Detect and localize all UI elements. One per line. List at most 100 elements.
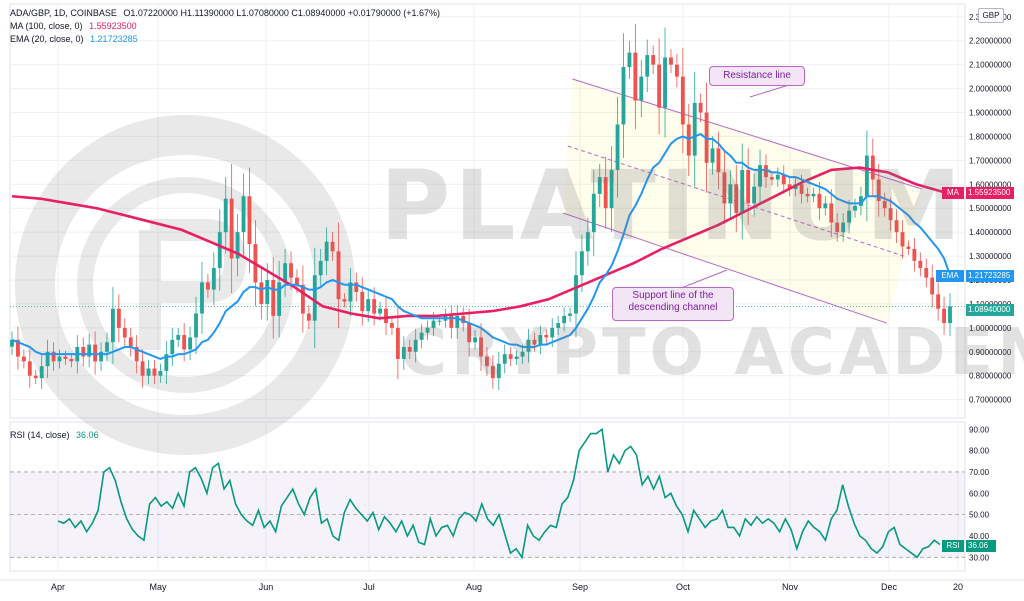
candle-body: [716, 148, 721, 173]
candle-body: [764, 165, 768, 178]
candle-body: [205, 282, 210, 290]
candle-body: [550, 327, 555, 338]
ema-tag-name: EMA: [936, 270, 964, 282]
price-tick-label: 2.20000000: [969, 37, 1012, 46]
candle-body: [591, 193, 596, 233]
candle-body: [597, 177, 602, 194]
time-tick-label: 20: [953, 582, 963, 592]
candle-body: [295, 277, 299, 285]
candle-body: [128, 337, 133, 347]
time-tick-label: Dec: [881, 582, 898, 592]
time-tick-label: May: [149, 582, 167, 592]
candle-body: [431, 320, 436, 328]
watermark-title: PLATINUM: [380, 150, 966, 262]
candle-body: [799, 184, 804, 194]
candle-body: [182, 335, 187, 350]
candle-body: [859, 196, 863, 206]
rsi-layer: [57, 427, 941, 560]
candle-body: [568, 313, 572, 316]
candle-body: [401, 347, 406, 359]
time-tick-label: Sep: [572, 582, 588, 592]
candle-body: [110, 308, 115, 343]
support-line-callout-line1: Support line of the: [632, 290, 714, 301]
candle-body: [134, 347, 139, 362]
candle-body: [752, 186, 757, 204]
candle-body: [621, 67, 626, 125]
candle-body: [289, 263, 293, 278]
price-pane: [9, 3, 966, 419]
price-tick-label: 0.80000000: [969, 372, 1012, 381]
candle-body: [769, 177, 774, 180]
last-price-tag: 1.08940000: [966, 304, 1014, 316]
candle-body: [538, 335, 543, 345]
currency-button[interactable]: GBP: [978, 8, 1004, 23]
ma-legend[interactable]: MA (100, close, 0) 1.55923500: [10, 21, 141, 31]
candle-body: [651, 55, 656, 65]
resistance-line: [572, 78, 923, 190]
candle-body: [99, 351, 103, 362]
candle-body: [384, 308, 388, 324]
ema-legend-value: 1.21723285: [90, 34, 138, 44]
candle-body: [669, 57, 673, 65]
rsi-tick-label: 90.00: [969, 425, 990, 434]
candle-body: [372, 299, 377, 314]
candle-body: [473, 337, 477, 343]
candle-body: [918, 260, 923, 269]
price-tick-label: 1.30000000: [969, 252, 1012, 261]
candle-body: [864, 155, 869, 197]
candle-body: [882, 201, 887, 209]
candle-body: [758, 165, 762, 187]
support-callout-pointer: [675, 269, 728, 291]
candle-body: [574, 275, 578, 314]
candle-body: [657, 64, 662, 108]
ema-layer: [11, 132, 951, 361]
candle-body: [152, 368, 157, 376]
candle-body: [461, 315, 466, 324]
candle-body: [360, 291, 365, 312]
price-tick-label: 1.90000000: [969, 109, 1012, 118]
candle-body: [336, 251, 341, 300]
rsi-tick-label: 30.00: [969, 553, 990, 562]
support-line-callout-line2: descending channel: [628, 302, 718, 313]
candle-body: [105, 342, 109, 352]
candle-body: [158, 370, 163, 376]
candle-body: [324, 241, 329, 261]
candle-body: [645, 55, 650, 77]
candle-body: [21, 356, 26, 362]
candle-body: [93, 344, 98, 362]
price-tick-label: 0.90000000: [969, 348, 1012, 357]
grid-layer: [0, 3, 1024, 581]
candle-body: [930, 277, 935, 295]
candle-body: [520, 351, 525, 357]
candle-body: [781, 174, 786, 185]
candle-body: [10, 339, 14, 347]
rsi-legend[interactable]: RSI (14, close) 36.06: [10, 430, 103, 440]
ema-legend[interactable]: EMA (20, close, 0) 1.21723285: [10, 34, 142, 44]
rsi-tick-label: 80.00: [969, 447, 990, 456]
resistance-line-callout: Resistance line: [709, 66, 805, 86]
candle-body: [164, 354, 169, 371]
candle-body: [502, 354, 507, 364]
candle-body: [609, 169, 614, 209]
rsi-tick-label: 70.00: [969, 468, 990, 477]
candle-body: [271, 280, 276, 316]
rsi-line: [57, 427, 941, 560]
ma-line: [11, 166, 951, 320]
candle-body: [508, 354, 513, 359]
candle-body: [775, 174, 780, 180]
candle-body: [419, 332, 424, 340]
candle-body: [811, 193, 816, 197]
candle-body: [413, 339, 418, 352]
time-tick-label: Apr: [51, 582, 65, 592]
candle-body: [615, 124, 620, 170]
ohlc-readout: O1.07220000 H1.11390000 L1.07080000 C1.0…: [123, 8, 440, 18]
candle-body: [698, 102, 703, 113]
candle-body: [229, 198, 234, 259]
candle-body: [188, 337, 193, 350]
rsi-tick-label: 50.00: [969, 511, 990, 520]
candle-body: [734, 184, 739, 213]
candle-body: [746, 169, 751, 204]
ma-tag-value: 1.55923500: [966, 187, 1014, 199]
candle-body: [485, 356, 489, 367]
